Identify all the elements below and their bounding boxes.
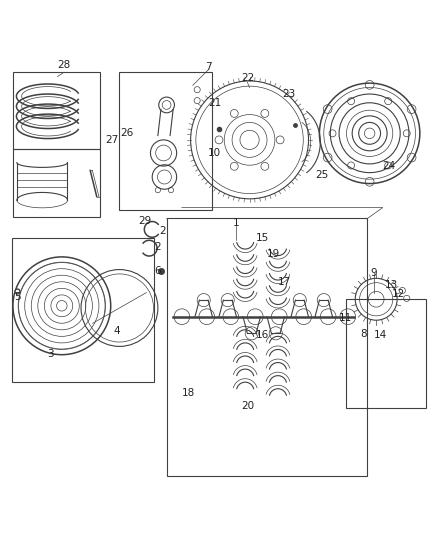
Text: 21: 21 bbox=[208, 98, 221, 108]
Text: 3: 3 bbox=[48, 349, 54, 359]
Text: 29: 29 bbox=[138, 216, 152, 225]
Text: 8: 8 bbox=[360, 329, 367, 339]
Text: 10: 10 bbox=[208, 148, 221, 158]
Bar bbox=[346, 299, 426, 408]
Text: 18: 18 bbox=[182, 388, 195, 398]
Text: 26: 26 bbox=[121, 128, 134, 139]
Text: 2: 2 bbox=[155, 242, 161, 252]
Text: 6: 6 bbox=[155, 266, 161, 276]
Text: 2: 2 bbox=[159, 225, 166, 236]
Text: 17: 17 bbox=[278, 277, 291, 287]
Text: 27: 27 bbox=[106, 135, 119, 145]
Text: 12: 12 bbox=[392, 288, 406, 298]
Text: 15: 15 bbox=[256, 233, 269, 243]
Bar bbox=[13, 72, 100, 149]
Text: 22: 22 bbox=[241, 73, 254, 83]
Text: 11: 11 bbox=[339, 312, 352, 322]
Text: 23: 23 bbox=[282, 89, 296, 99]
Bar bbox=[12, 238, 153, 382]
Text: 1: 1 bbox=[233, 218, 240, 228]
Bar bbox=[166, 219, 367, 476]
Text: 13: 13 bbox=[385, 280, 398, 290]
Text: 9: 9 bbox=[371, 268, 377, 278]
Text: 19: 19 bbox=[267, 249, 280, 259]
Text: 25: 25 bbox=[315, 170, 328, 180]
Text: 20: 20 bbox=[241, 401, 254, 411]
Text: 24: 24 bbox=[383, 161, 396, 171]
Text: 28: 28 bbox=[57, 60, 71, 70]
Text: 14: 14 bbox=[374, 330, 387, 341]
Text: 4: 4 bbox=[113, 326, 120, 336]
Bar bbox=[119, 72, 212, 210]
Text: 7: 7 bbox=[205, 61, 212, 71]
Text: 16: 16 bbox=[256, 330, 269, 341]
Bar bbox=[13, 149, 100, 217]
Text: 5: 5 bbox=[14, 292, 21, 302]
